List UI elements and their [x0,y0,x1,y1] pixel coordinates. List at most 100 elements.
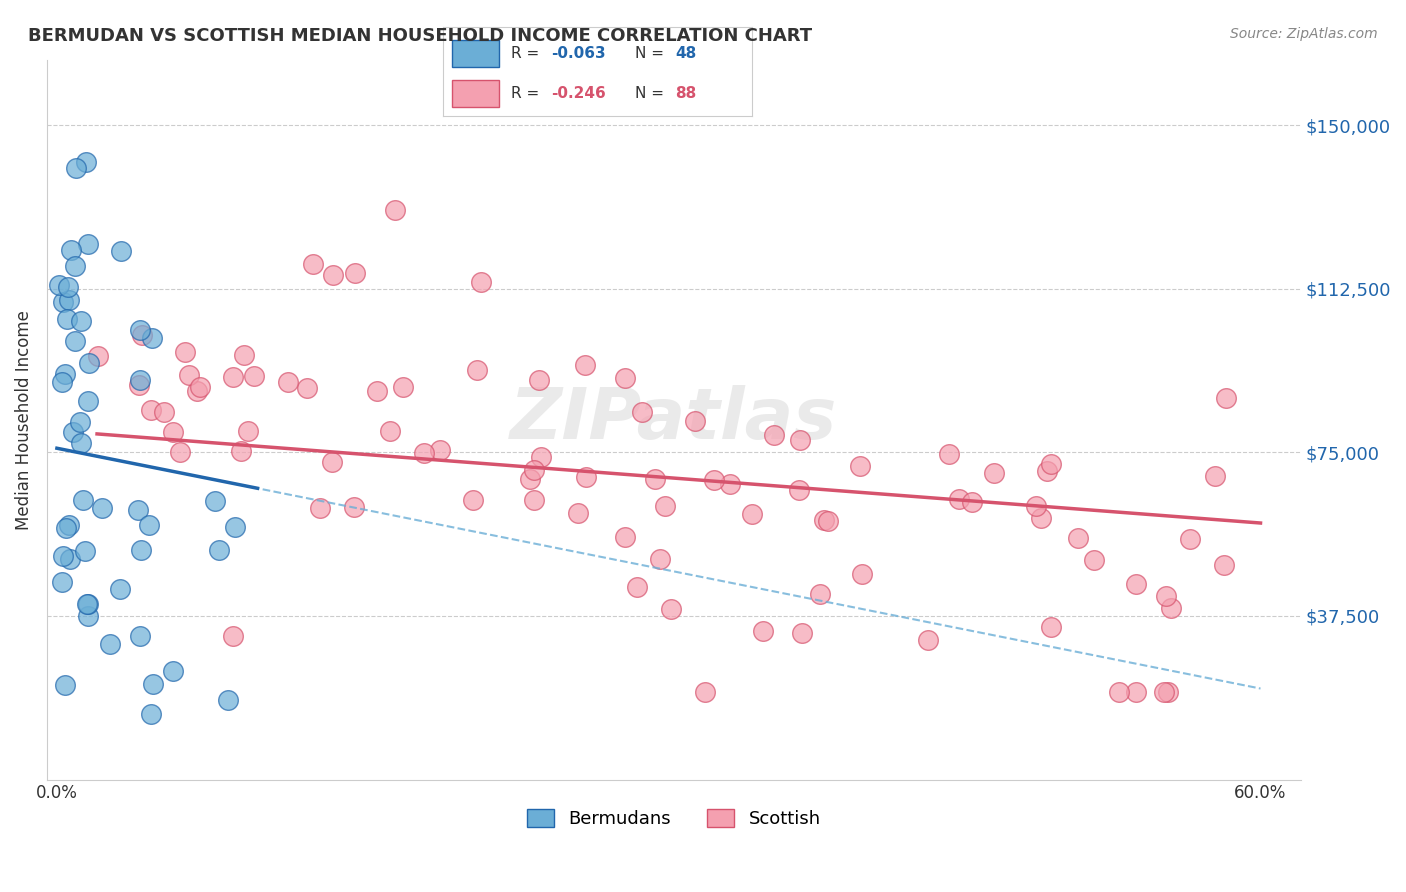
Scottish [1160,601,1182,615]
Scottish [229,443,252,458]
Bermudans [69,415,91,429]
Scottish [308,500,330,515]
Bermudans [77,598,100,612]
Bermudans [55,521,77,535]
Bermudans [56,279,79,293]
Bermudans [108,582,131,596]
Text: 88: 88 [675,87,696,101]
Scottish [654,500,676,514]
Text: BERMUDAN VS SCOTTISH MEDIAN HOUSEHOLD INCOME CORRELATION CHART: BERMUDAN VS SCOTTISH MEDIAN HOUSEHOLD IN… [28,27,813,45]
Bermudans [59,244,82,258]
Scottish [391,380,413,394]
Text: R =: R = [510,46,544,61]
Scottish [141,402,163,417]
Bermudans [110,244,132,258]
Scottish [917,632,939,647]
Bermudans [72,492,94,507]
Bermudans [76,598,98,612]
Bermudans [162,665,184,679]
Text: Source: ZipAtlas.com: Source: ZipAtlas.com [1230,27,1378,41]
Y-axis label: Median Household Income: Median Household Income [15,310,32,530]
Bermudans [65,161,87,175]
Scottish [703,474,725,488]
Bermudans [51,375,73,389]
Scottish [221,629,243,643]
Scottish [378,424,401,438]
Bar [453,80,499,107]
Bermudans [127,503,149,517]
Scottish [1153,685,1175,699]
Scottish [188,380,211,394]
Scottish [1036,464,1059,478]
Scottish [174,345,197,359]
Scottish [523,463,546,477]
Scottish [242,368,264,383]
Scottish [1154,589,1177,603]
Text: -0.063: -0.063 [551,46,606,61]
Legend: Bermudans, Scottish: Bermudans, Scottish [520,802,828,836]
Bermudans [98,637,121,651]
Scottish [683,414,706,428]
Scottish [1178,532,1201,546]
Text: N =: N = [634,87,668,101]
Scottish [384,202,406,217]
Bermudans [76,393,98,408]
Scottish [1029,511,1052,525]
Scottish [718,477,741,491]
Scottish [1215,391,1237,405]
Scottish [960,495,983,509]
Bermudans [73,544,96,558]
Scottish [162,425,184,439]
Bermudans [129,543,152,558]
Bermudans [77,237,100,252]
Scottish [186,384,208,398]
Scottish [789,433,811,447]
Scottish [1125,685,1147,699]
Scottish [413,446,436,460]
Bermudans [224,520,246,534]
Scottish [762,428,785,442]
Bermudans [62,425,84,440]
Scottish [461,492,484,507]
Scottish [574,358,596,372]
Bermudans [56,312,79,326]
Bermudans [128,323,150,337]
Scottish [530,450,553,464]
Scottish [1040,620,1063,634]
Scottish [366,384,388,398]
Scottish [1204,468,1226,483]
Bermudans [51,574,73,589]
Scottish [1108,685,1130,699]
Scottish [1039,457,1062,471]
Bar [453,40,499,67]
Bermudans [91,500,114,515]
Bermudans [53,677,76,691]
Scottish [1083,553,1105,567]
Scottish [808,587,831,601]
Scottish [644,472,666,486]
Scottish [851,567,873,582]
Scottish [470,275,492,289]
Scottish [131,327,153,342]
Bermudans [76,608,98,623]
Scottish [465,363,488,377]
Scottish [817,514,839,528]
Bermudans [52,295,75,310]
Scottish [613,371,636,385]
Scottish [179,368,201,383]
Bermudans [59,552,82,566]
Bermudans [52,549,75,564]
Scottish [1156,685,1178,699]
Scottish [626,580,648,594]
Scottish [695,685,717,699]
Bermudans [128,372,150,386]
Scottish [751,624,773,638]
Bermudans [204,494,226,508]
Bermudans [58,293,80,307]
Scottish [631,404,654,418]
Scottish [153,405,176,419]
Scottish [567,506,589,520]
Scottish [575,469,598,483]
Bermudans [58,518,80,533]
Scottish [236,424,259,438]
